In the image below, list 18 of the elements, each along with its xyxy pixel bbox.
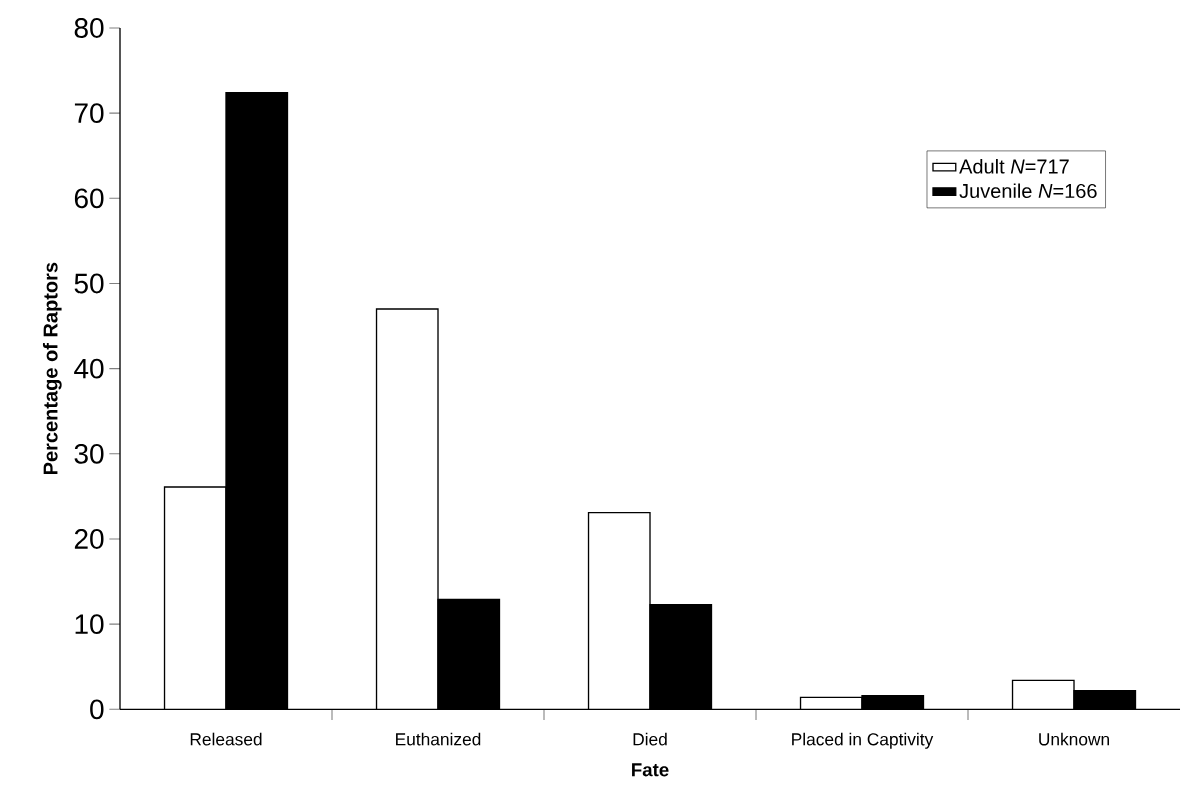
x-tick-label: Died (633, 732, 667, 746)
y-tick-label: 50 (74, 273, 104, 294)
y-tick-label: 60 (74, 188, 104, 209)
legend-label: Adult N=717 (959, 159, 1069, 174)
x-axis-title: Fate (632, 763, 669, 777)
x-tick-label: Placed in Captivity (792, 732, 934, 750)
y-tick-label: 20 (74, 529, 104, 550)
y-tick-label: 30 (74, 444, 104, 464)
y-tick-label: 40 (74, 358, 104, 379)
x-tick-label: Released (190, 732, 262, 746)
x-tick-label: Euthanized (396, 732, 481, 746)
y-tick-label: 80 (74, 18, 104, 39)
legend-label: Juvenile N=166 (959, 183, 1097, 199)
y-axis-title: Percentage of Raptors (42, 262, 62, 475)
y-tick-label: 70 (74, 103, 104, 124)
x-tick-label: Unknown (1039, 732, 1109, 746)
y-tick-label: 10 (75, 614, 104, 635)
y-tick-label: 0 (90, 699, 104, 720)
